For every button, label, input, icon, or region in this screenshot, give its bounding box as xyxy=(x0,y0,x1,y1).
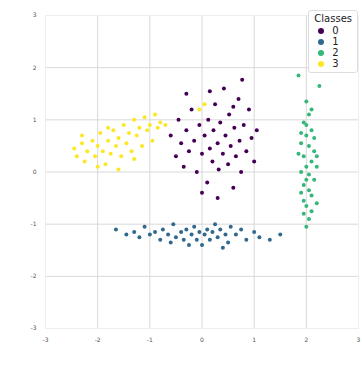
html-text:1: 1 xyxy=(332,36,339,47)
svg-text:2: 2 xyxy=(304,336,308,343)
svg-text:3: 3 xyxy=(357,336,361,343)
svg-text:0: 0 xyxy=(33,168,37,175)
html-text:Classes: Classes xyxy=(314,13,352,24)
html-text:3: 3 xyxy=(332,58,339,69)
html-text:0: 0 xyxy=(332,25,339,36)
svg-text:3: 3 xyxy=(33,11,37,18)
svg-text:2: 2 xyxy=(33,64,37,71)
svg-text:0: 0 xyxy=(200,336,204,343)
svg-text:-3: -3 xyxy=(31,324,37,331)
svg-text:1: 1 xyxy=(252,336,256,343)
svg-text:-1: -1 xyxy=(147,336,153,343)
svg-text:1: 1 xyxy=(33,116,37,123)
svg-text:-2: -2 xyxy=(95,336,101,343)
svg-text:-2: -2 xyxy=(31,272,37,279)
svg-text:-3: -3 xyxy=(43,336,49,343)
svg-text:-1: -1 xyxy=(31,220,37,227)
html-text:2: 2 xyxy=(332,47,339,58)
